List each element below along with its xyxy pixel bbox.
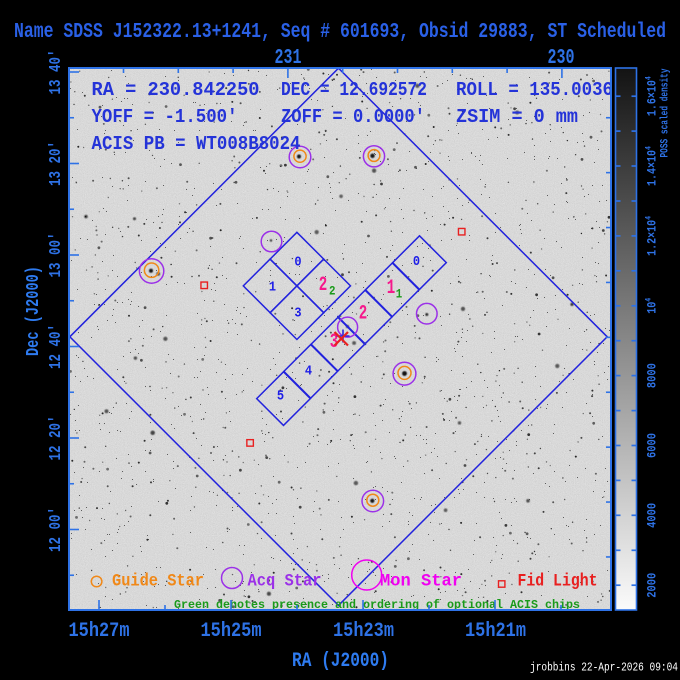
svg-text:2: 2 — [329, 284, 336, 299]
svg-text:Mon Star: Mon Star — [380, 572, 462, 592]
svg-text:Dec (J2000): Dec (J2000) — [24, 266, 44, 356]
svg-text:104: 104 — [644, 298, 660, 314]
svg-text:2: 2 — [319, 274, 328, 297]
svg-text:3: 3 — [330, 331, 339, 354]
svg-text:RA = 230.842250: RA = 230.842250 — [92, 79, 260, 101]
svg-text:Green denotes presence and ord: Green denotes presence and ordering of o… — [174, 599, 580, 612]
svg-text:4000: 4000 — [645, 503, 660, 528]
svg-text:6000: 6000 — [645, 433, 660, 458]
svg-text:1.6×104: 1.6×104 — [644, 76, 660, 116]
svg-text:231: 231 — [275, 47, 302, 70]
svg-text:12 00': 12 00' — [47, 507, 66, 552]
svg-text:YOFF = -1.500': YOFF = -1.500' — [92, 106, 238, 128]
svg-text:12 20': 12 20' — [47, 416, 66, 461]
svg-text:1: 1 — [269, 280, 276, 296]
svg-text:13 00': 13 00' — [47, 233, 66, 278]
svg-text:1.4×104: 1.4×104 — [644, 146, 660, 186]
svg-text:15h21m: 15h21m — [465, 620, 526, 643]
svg-text:0: 0 — [294, 255, 301, 271]
svg-text:2: 2 — [359, 303, 368, 326]
svg-text:12 40': 12 40' — [47, 324, 66, 369]
svg-text:Name SDSS J152322.13+1241, Seq: Name SDSS J152322.13+1241, Seq # 601693,… — [14, 21, 666, 44]
svg-text:ACIS PB = WT008B8024: ACIS PB = WT008B8024 — [92, 133, 301, 155]
svg-text:RA (J2000): RA (J2000) — [292, 650, 389, 673]
svg-text:230: 230 — [548, 47, 575, 70]
svg-text:13 20': 13 20' — [47, 141, 66, 186]
svg-text:ZOFF = 0.0000': ZOFF = 0.0000' — [281, 106, 425, 128]
svg-text:4: 4 — [305, 364, 312, 380]
svg-text:ROLL = 135.0036: ROLL = 135.0036 — [456, 79, 613, 101]
svg-text:15h25m: 15h25m — [201, 620, 262, 643]
svg-text:15h27m: 15h27m — [69, 620, 130, 643]
svg-text:Fid Light: Fid Light — [518, 572, 598, 592]
svg-text:1.2×104: 1.2×104 — [644, 216, 660, 256]
svg-text:Guide Star: Guide Star — [112, 572, 204, 592]
svg-text:5: 5 — [277, 389, 284, 405]
svg-text:ZSIM = 0 mm: ZSIM = 0 mm — [456, 106, 578, 128]
svg-text:15h23m: 15h23m — [333, 620, 394, 643]
svg-text:jrobbins 22-Apr-2026 09:04: jrobbins 22-Apr-2026 09:04 — [530, 661, 678, 675]
svg-text:3: 3 — [294, 306, 301, 322]
svg-text:0: 0 — [413, 254, 420, 270]
svg-text:1: 1 — [387, 277, 396, 300]
svg-text:8000: 8000 — [645, 363, 660, 388]
svg-text:DEC = 12.692572: DEC = 12.692572 — [281, 79, 427, 101]
svg-text:2000: 2000 — [645, 573, 660, 598]
svg-text:1: 1 — [396, 287, 403, 302]
svg-text:POSS scaled density: POSS scaled density — [660, 68, 672, 157]
svg-text:13 40': 13 40' — [47, 50, 66, 95]
svg-text:Acq Star: Acq Star — [248, 572, 322, 592]
